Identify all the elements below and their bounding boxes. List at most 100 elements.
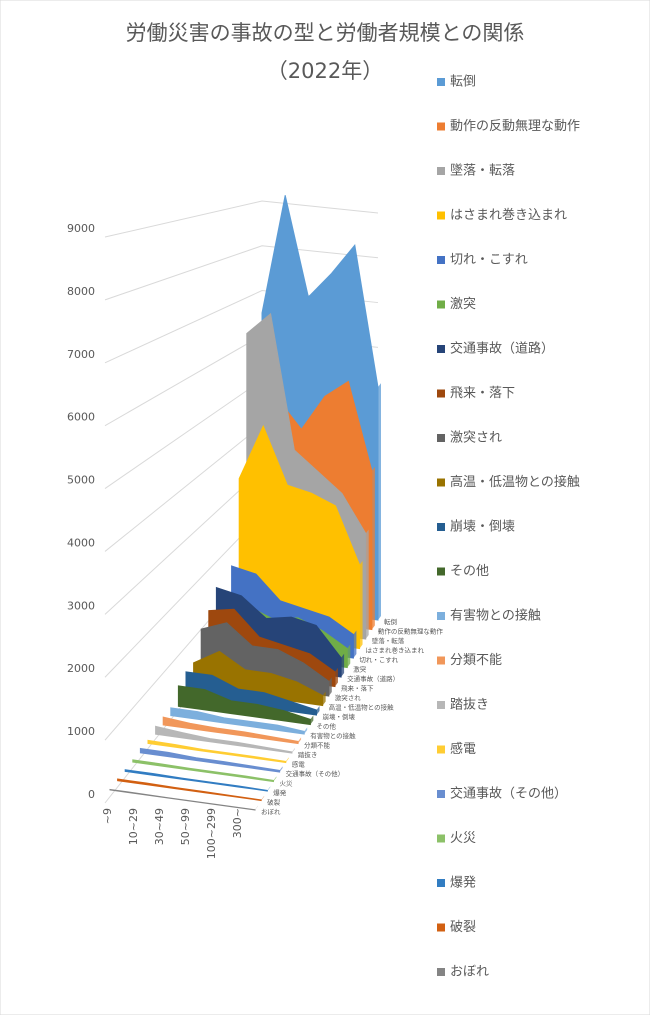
depth-label: 飛来・落下 [341,684,374,693]
legend-swatch [437,78,445,86]
area [170,707,305,735]
legend-label: 火災 [450,831,476,846]
legend-label: 動作の反動無理な動作 [450,119,580,134]
depth-label: 踏抜き [298,750,318,759]
y-tick-label: 2000 [67,662,95,675]
x-tick-label: 50~99 [179,808,192,845]
legend-swatch [437,612,445,620]
x-tick-label: 10~29 [127,808,140,845]
legend-label: 交通事故（道路） [450,341,554,357]
area-side [371,466,375,630]
area [117,778,262,802]
legend-label: その他 [450,564,489,579]
legend-swatch [437,523,445,531]
legend: 転倒動作の反動無理な動作墜落・転落はさまれ巻き込まれ切れ・こすれ激突交通事故（道… [437,75,580,980]
legend-label: 墜落・転落 [450,163,515,179]
legend-label: 転倒 [450,75,476,90]
chart-subtitle: （2022年） [267,59,383,83]
legend-label: 感電 [450,741,476,757]
area [177,685,311,726]
legend-swatch [437,879,445,887]
legend-swatch [437,790,445,798]
legend-label: 高温・低温物との接触 [450,474,580,490]
y-tick-label: 9000 [67,222,95,235]
area [139,747,281,773]
legend-swatch [437,300,445,309]
area-side [334,667,338,687]
depth-label: 交通事故（道路） [347,674,399,683]
legend-swatch [437,923,445,932]
y-tick-label: 8000 [67,285,95,298]
depth-label: 動作の反動無理な動作 [378,627,444,636]
legend-label: 切れ・こすれ [450,253,528,268]
area [147,739,287,764]
grid-line [104,245,379,301]
depth-label: はさまれ巻き込まれ [366,646,425,655]
legend-label: はさまれ巻き込まれ [450,208,567,223]
x-tick-label: ~9 [101,808,114,824]
area-side [267,786,271,791]
legend-swatch [437,389,445,398]
legend-label: 交通事故（その他） [450,786,567,802]
area-side [353,630,357,658]
legend-swatch [437,656,445,665]
area-side [279,766,283,772]
area-side [273,776,277,782]
depth-label: 爆発 [273,788,287,797]
depth-label: 交通事故（その他） [286,769,345,778]
depth-label: 切れ・こすれ [359,656,398,664]
chart-title: 労働災害の事故の型と労働者規模との関係 [126,21,525,45]
y-tick-label: 3000 [67,599,95,612]
legend-swatch [437,434,445,442]
area-side [285,757,289,763]
depth-label: 墜落・転落 [372,636,405,645]
area-side [310,715,314,725]
depth-label: 火災 [279,780,293,788]
legend-label: 崩壊・倒壊 [450,520,515,535]
legend-swatch [437,968,445,976]
legend-swatch [437,701,445,709]
y-tick-label: 0 [88,788,95,801]
legend-label: おぼれ [450,965,489,980]
legend-label: 激突 [450,296,476,312]
legend-swatch [437,211,445,220]
legend-swatch [437,478,445,487]
legend-label: 有害物との接触 [450,608,541,624]
legend-swatch [437,567,445,576]
area [132,759,274,783]
legend-swatch [437,167,445,175]
depth-label: 高温・低温物との接触 [329,703,394,712]
x-tick-label: 100~299 [205,808,218,859]
depth-label: 分類不能 [304,741,331,750]
legend-label: 分類不能 [450,653,502,668]
area [109,788,256,811]
y-tick-label: 7000 [67,348,95,361]
plot-area: 転倒動作の反動無理な動作墜落・転落はさまれ巻き込まれ切れ・こすれ激突交通事故（道… [101,195,443,859]
legend-swatch [437,745,445,754]
legend-label: 激突され [450,430,502,446]
y-tick-label: 1000 [67,725,95,738]
area-side [261,795,265,801]
legend-swatch [437,256,445,264]
area [124,769,268,792]
depth-label: 激突され [335,693,362,702]
legend-label: 踏抜き [450,697,489,713]
area-side [322,691,326,706]
y-tick-label: 5000 [67,474,95,487]
depth-label: 破裂 [267,798,281,807]
area-side [304,727,308,734]
area-side [347,644,351,668]
depth-label: おぼれ [261,808,281,816]
depth-label: その他 [316,722,336,731]
depth-label: 有害物との接触 [310,731,356,740]
depth-label: 感電 [292,760,306,769]
grid-line [104,200,379,238]
legend-swatch [437,345,445,353]
legend-label: 破裂 [450,920,476,935]
legend-label: 爆発 [450,876,476,891]
y-tick-label: 6000 [67,411,95,424]
area-side [365,529,369,639]
area-side [316,705,320,715]
legend-swatch [437,122,445,131]
